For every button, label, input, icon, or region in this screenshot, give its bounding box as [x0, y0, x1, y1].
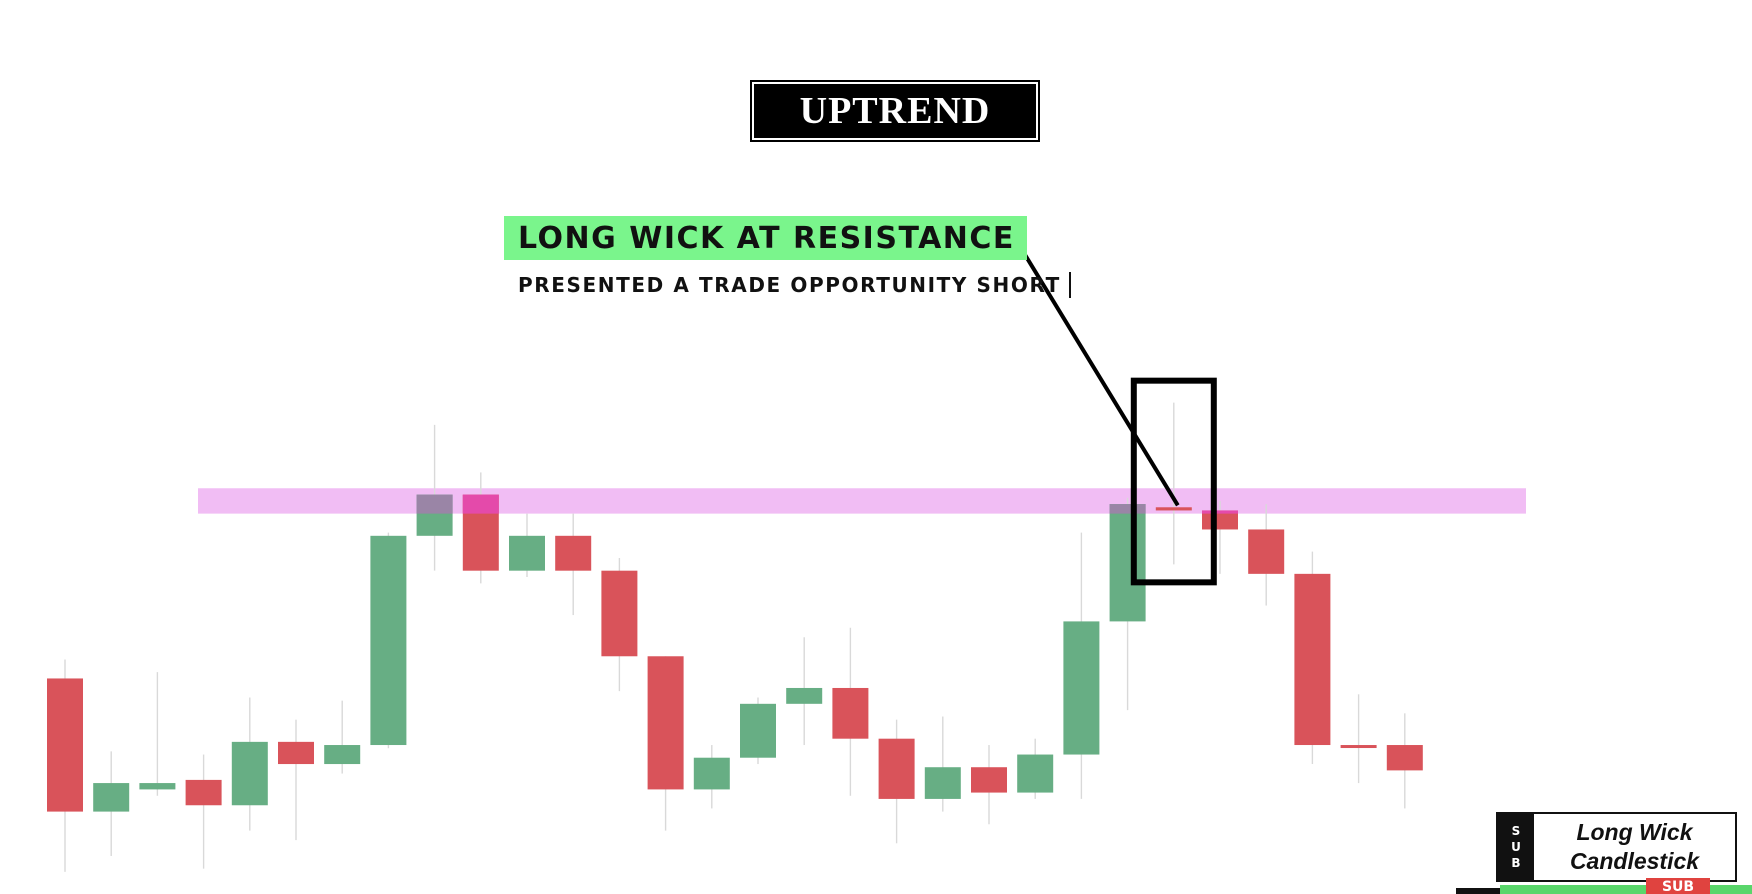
- bullish-candle: [509, 535, 545, 571]
- bullish-candle: [93, 783, 130, 812]
- bearish-candle: [1155, 507, 1192, 511]
- bearish-candle: [185, 779, 222, 806]
- bullish-candle: [740, 703, 776, 758]
- badge-side-letter: B: [1511, 856, 1521, 870]
- bullish-candle: [139, 783, 176, 790]
- bearish-candle: [832, 687, 869, 739]
- candle-zone-overlap: [1202, 510, 1238, 514]
- bullish-candle: [924, 767, 961, 799]
- bearish-candle: [1248, 529, 1285, 574]
- subscribe-button[interactable]: SUB: [1646, 878, 1710, 894]
- bullish-candle: [786, 687, 823, 704]
- badge-side-bar: S U B: [1498, 814, 1534, 880]
- bullish-candle: [1017, 754, 1054, 793]
- badge-line-1: Long Wick: [1576, 819, 1693, 845]
- bullish-candle: [231, 741, 268, 806]
- subscribe-badge[interactable]: S U B Long Wick Candlestick: [1496, 812, 1737, 882]
- annotation-subtext: PRESENTED A TRADE OPPORTUNITY SHORT: [518, 272, 1071, 298]
- candle-series: [47, 402, 1423, 872]
- chart-title: UPTREND: [799, 90, 991, 132]
- badge-side-letter: S: [1511, 824, 1521, 838]
- bearish-candle: [1294, 573, 1331, 746]
- annotation-pointer-line: [1014, 238, 1180, 507]
- bullish-candle: [1109, 504, 1146, 622]
- badge-side-letter: U: [1511, 840, 1521, 854]
- bearish-candle: [1340, 745, 1377, 749]
- annotation-label: LONG WICK AT RESISTANCE: [504, 216, 1027, 260]
- bullish-candle: [324, 745, 361, 765]
- bullish-candle: [1063, 621, 1100, 755]
- bearish-candle: [971, 767, 1007, 793]
- candle-zone-overlap: [462, 494, 499, 514]
- highlight-box: [1130, 377, 1217, 586]
- bullish-candle: [370, 535, 407, 746]
- text-caret: [1068, 272, 1071, 298]
- badge-line-2: Candlestick: [1569, 848, 1700, 874]
- badge-text: Long Wick Candlestick: [1534, 814, 1735, 880]
- bearish-candle: [878, 738, 915, 799]
- bottom-green-bar: [1500, 885, 1752, 894]
- bearish-candle: [278, 741, 314, 765]
- uptrend-title-box: UPTREND: [750, 80, 1040, 142]
- bearish-candle: [555, 535, 592, 571]
- bearish-candle: [47, 678, 83, 812]
- bullish-candle: [693, 757, 730, 790]
- bearish-candle: [647, 656, 684, 790]
- bearish-candle: [1386, 745, 1423, 771]
- annotation-subtext-text: PRESENTED A TRADE OPPORTUNITY SHORT: [518, 273, 1061, 297]
- candle-zone-overlap: [416, 494, 453, 514]
- candle-zone-overlap: [1109, 504, 1146, 514]
- resistance-zone: [198, 488, 1526, 514]
- bearish-candle: [601, 570, 638, 657]
